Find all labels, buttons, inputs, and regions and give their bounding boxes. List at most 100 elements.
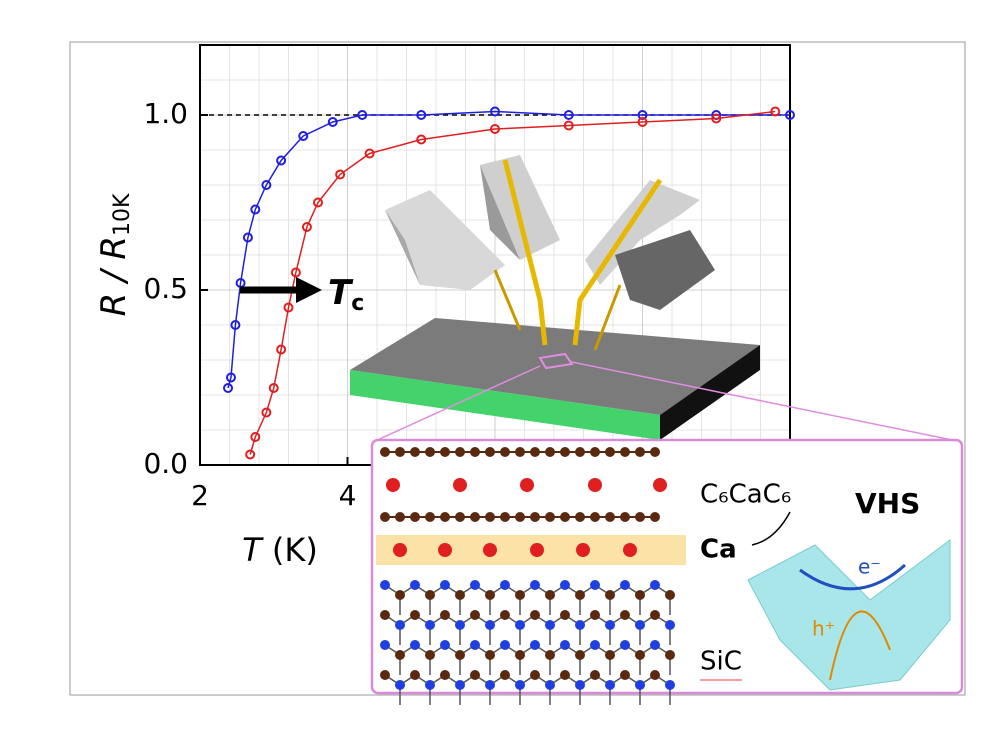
- carbon-atom: [500, 512, 510, 522]
- ca-label: Ca: [700, 535, 737, 565]
- data-point: [283, 302, 294, 313]
- c-atom: [605, 680, 615, 690]
- probe-wire: [593, 284, 622, 351]
- ca-atom: [438, 543, 452, 557]
- data-point: [301, 222, 312, 232]
- si-atom: [650, 670, 660, 680]
- carbon-atom: [530, 512, 540, 522]
- c-atom: [395, 650, 405, 660]
- si-atom: [500, 580, 510, 590]
- carbon-atom: [515, 512, 525, 522]
- si-atom: [650, 640, 660, 650]
- si-atom: [440, 670, 450, 680]
- si-atom: [500, 640, 510, 650]
- c-atom: [605, 590, 615, 600]
- c-atom: [455, 590, 465, 600]
- c-atom: [545, 590, 555, 600]
- data-point: [223, 383, 234, 393]
- c-atom: [635, 590, 645, 600]
- carbon-atom: [635, 512, 645, 522]
- electron-label: e⁻: [858, 555, 881, 579]
- carbon-atom: [605, 447, 615, 457]
- c-atom: [485, 650, 495, 660]
- x-axis-label: T (K): [242, 531, 318, 569]
- probe-wire: [502, 159, 548, 346]
- data-point: [490, 124, 500, 134]
- probe-block: [385, 210, 420, 285]
- si-atom: [380, 640, 390, 650]
- c-atom: [635, 650, 645, 660]
- carbon-atom: [470, 512, 480, 522]
- c-atom: [455, 680, 465, 690]
- si-atom: [560, 610, 570, 620]
- carbon-atom: [560, 512, 570, 522]
- si-atom: [380, 580, 390, 590]
- carbon-atom: [605, 512, 615, 522]
- data-point: [416, 134, 427, 145]
- carbon-atom: [530, 447, 540, 457]
- substrate-side: [660, 345, 760, 440]
- c-atom: [485, 590, 495, 600]
- c-atom: [485, 620, 495, 630]
- c-atom: [425, 620, 435, 630]
- carbon-atom: [545, 512, 555, 522]
- substrate-front: [350, 370, 660, 440]
- carbon-atom: [650, 512, 660, 522]
- data-point: [637, 117, 648, 127]
- zoom-line: [372, 365, 541, 443]
- si-atom: [530, 610, 540, 620]
- ca-atom: [623, 543, 637, 557]
- c-atom: [545, 680, 555, 690]
- c-atom: [395, 620, 405, 630]
- c-atom: [605, 650, 615, 660]
- probe-block: [480, 165, 520, 260]
- probe-wire: [493, 269, 522, 331]
- ca-atom: [588, 478, 602, 492]
- c-atom: [425, 680, 435, 690]
- data-point: [242, 232, 253, 243]
- c-atom: [575, 680, 585, 690]
- electron-band: [799, 563, 907, 591]
- si-atom: [410, 640, 420, 650]
- carbon-atom: [545, 447, 555, 457]
- data-point: [250, 204, 261, 215]
- si-atom: [650, 610, 660, 620]
- probe-wire: [572, 178, 663, 346]
- si-atom: [560, 670, 570, 680]
- carbon-atom: [380, 512, 390, 522]
- si-atom: [530, 670, 540, 680]
- probe-block: [480, 155, 560, 260]
- si-atom: [470, 580, 480, 590]
- carbon-atom: [455, 447, 465, 457]
- data-point: [327, 117, 338, 127]
- carbon-atom: [410, 447, 420, 457]
- c-atom: [515, 650, 525, 660]
- data-point: [364, 148, 375, 159]
- c-atom: [605, 620, 615, 630]
- exchange-arrow: [751, 511, 791, 546]
- data-point: [276, 155, 287, 166]
- probe-block: [585, 180, 700, 285]
- si-atom: [650, 580, 660, 590]
- tc-label: Tc: [328, 273, 364, 317]
- si-atom: [470, 670, 480, 680]
- c-atom: [425, 590, 435, 600]
- c-atom: [455, 620, 465, 630]
- c-atom: [485, 680, 495, 690]
- carbon-atom: [575, 512, 585, 522]
- zoom-line: [571, 361, 963, 443]
- c-atom: [395, 590, 405, 600]
- c-atom: [575, 650, 585, 660]
- data-point: [416, 110, 427, 120]
- data-point: [563, 120, 574, 131]
- carbon-atom: [410, 512, 420, 522]
- carbon-atom: [440, 512, 450, 522]
- c-atom: [665, 680, 675, 690]
- si-atom: [470, 640, 480, 650]
- si-atom: [380, 670, 390, 680]
- si-atom: [620, 640, 630, 650]
- y-axis-label: R / R10K: [94, 193, 136, 316]
- hole-label: h⁺: [812, 617, 835, 641]
- carbon-atom: [620, 447, 630, 457]
- y-label-sub: 10K: [110, 193, 135, 236]
